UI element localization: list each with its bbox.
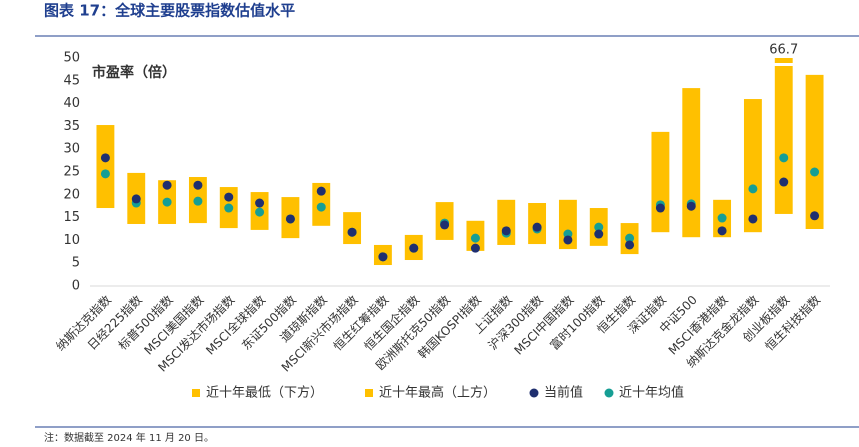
legend-label: 当前值 [544,385,583,401]
dot [255,198,265,208]
dot [779,153,789,163]
dot [470,233,480,243]
dot [193,196,203,206]
legend-swatch [365,389,373,397]
dot [378,252,388,262]
dot [563,235,573,245]
range-bar-break [774,58,793,63]
dot [625,233,635,243]
dot [162,197,172,207]
dot [655,203,665,213]
dot [224,192,234,202]
y-tick-label: 20 [63,187,80,202]
dot [810,167,820,177]
range-bar [96,125,115,209]
dot [347,227,357,237]
dot [440,220,450,230]
dot [748,214,758,224]
legend-label: 近十年均值 [619,385,684,401]
dot [470,243,480,253]
dot [717,213,727,223]
y-tick-label: 0 [72,279,80,294]
dot [594,229,604,239]
legend-swatch [192,389,200,397]
dot [501,226,511,236]
dot [193,180,203,190]
range-bar [651,131,670,233]
y-tick-label: 35 [63,119,80,134]
range-bar [497,199,516,245]
range-bar [682,88,701,238]
chart-title: 图表 17：全球主要股票指数估值水平 [44,2,295,20]
dot [162,180,172,190]
value-label: 66.7 [769,43,798,58]
legend-swatch [604,388,614,398]
range-bar [743,99,762,233]
legend-label: 近十年最高（上方） [379,385,496,401]
dot [316,202,326,212]
dot [717,226,727,236]
range-bar [774,66,793,214]
range-bar [558,199,577,250]
y-tick-label: 25 [63,165,80,180]
dot [748,184,758,194]
dot [255,207,265,217]
dot [316,186,326,196]
dot [779,177,789,187]
legend-label: 近十年最低（下方） [206,385,323,401]
dot [100,153,110,163]
dot [224,203,234,213]
y-tick-label: 15 [63,210,80,225]
dot [686,201,696,211]
dot [594,222,604,232]
dot [285,214,295,224]
y-axis-label: 市盈率（倍） [92,64,176,81]
dot [810,211,820,221]
legend-swatch [529,388,539,398]
range-bar [805,74,824,229]
y-tick-label: 5 [72,256,80,271]
dot [100,169,110,179]
footnote: 注：数据截至 2024 年 11 月 20 日。 [44,431,214,444]
y-tick-label: 50 [63,51,80,66]
dot [625,240,635,250]
dot [131,194,141,204]
y-tick-label: 10 [63,233,80,248]
y-tick-label: 45 [63,73,80,88]
dot [409,243,419,253]
dot [532,222,542,232]
y-tick-label: 30 [63,142,80,157]
y-tick-label: 40 [63,96,80,111]
